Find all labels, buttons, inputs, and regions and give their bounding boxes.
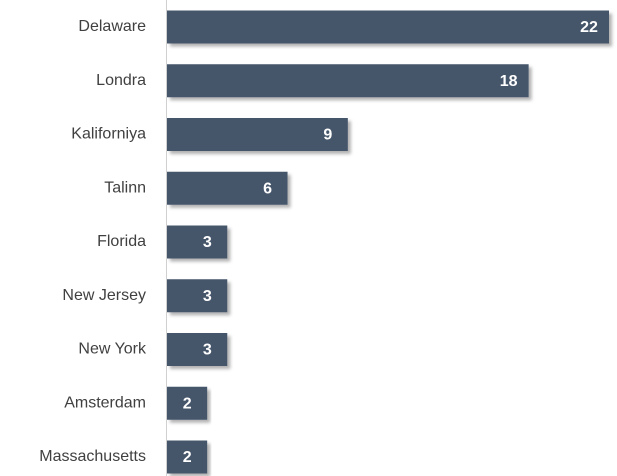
value-label: 6 xyxy=(263,180,272,197)
bar xyxy=(167,225,228,259)
bar xyxy=(167,10,609,44)
bar xyxy=(167,386,208,420)
category-label: Florida xyxy=(97,233,146,250)
category-label: New York xyxy=(78,341,147,358)
bar xyxy=(167,64,529,98)
value-label: 2 xyxy=(183,449,192,466)
value-label: 3 xyxy=(203,342,212,359)
category-label: Talinn xyxy=(104,179,146,196)
category-label: Amsterdam xyxy=(64,394,146,411)
category-label: Delaware xyxy=(78,18,146,35)
bar xyxy=(167,440,208,474)
value-label: 18 xyxy=(500,73,518,90)
value-label: 3 xyxy=(203,234,212,251)
bar xyxy=(167,333,228,366)
value-label: 9 xyxy=(323,127,332,144)
bar xyxy=(167,118,348,151)
value-label: 3 xyxy=(203,288,212,305)
bar xyxy=(167,171,288,205)
category-label: Massachusetts xyxy=(39,448,146,465)
value-label: 2 xyxy=(183,395,192,412)
category-label: Kaliforniya xyxy=(71,126,146,143)
value-label: 22 xyxy=(580,19,598,36)
category-label: Londra xyxy=(96,72,146,89)
bar xyxy=(167,279,228,313)
category-label: New Jersey xyxy=(62,287,146,304)
